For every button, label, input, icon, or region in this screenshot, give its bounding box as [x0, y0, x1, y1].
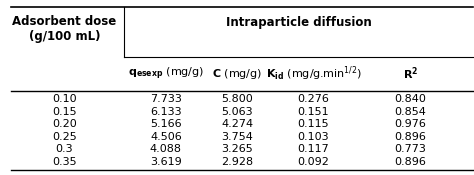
Text: 0.896: 0.896	[394, 157, 426, 167]
Text: 3.754: 3.754	[221, 132, 253, 142]
Text: 0.840: 0.840	[394, 94, 426, 104]
Text: 0.20: 0.20	[52, 119, 77, 129]
Text: 4.088: 4.088	[150, 145, 182, 155]
Text: 5.800: 5.800	[221, 94, 253, 104]
Text: $\mathbf{C}$ (mg/g): $\mathbf{C}$ (mg/g)	[212, 67, 263, 81]
Text: 0.976: 0.976	[394, 119, 426, 129]
Text: 0.854: 0.854	[394, 107, 426, 117]
Text: Intraparticle diffusion: Intraparticle diffusion	[226, 16, 371, 29]
Text: 4.274: 4.274	[221, 119, 254, 129]
Text: 6.133: 6.133	[150, 107, 182, 117]
Text: 3.619: 3.619	[150, 157, 182, 167]
Text: 0.3: 0.3	[55, 145, 73, 155]
Text: $\mathbf{K_{id}}$ (mg/g.min$^{1/2}$): $\mathbf{K_{id}}$ (mg/g.min$^{1/2}$)	[265, 64, 361, 83]
Text: 4.506: 4.506	[150, 132, 182, 142]
Text: Adsorbent dose
(g/100 mL): Adsorbent dose (g/100 mL)	[12, 15, 117, 43]
Text: 0.15: 0.15	[52, 107, 77, 117]
Text: 5.063: 5.063	[221, 107, 253, 117]
Text: 2.928: 2.928	[221, 157, 254, 167]
Text: 0.35: 0.35	[52, 157, 77, 167]
Text: 0.276: 0.276	[298, 94, 329, 104]
Text: $\mathbf{R^{2}}$: $\mathbf{R^{2}}$	[402, 65, 418, 82]
Text: 5.166: 5.166	[150, 119, 182, 129]
Text: 3.265: 3.265	[221, 145, 253, 155]
Text: 0.092: 0.092	[298, 157, 329, 167]
Text: 0.151: 0.151	[298, 107, 329, 117]
Text: 0.115: 0.115	[298, 119, 329, 129]
Text: 0.117: 0.117	[298, 145, 329, 155]
Text: 0.10: 0.10	[52, 94, 77, 104]
Text: 0.103: 0.103	[298, 132, 329, 142]
Text: 0.25: 0.25	[52, 132, 77, 142]
Text: $\mathbf{q_{esexp}}$ (mg/g): $\mathbf{q_{esexp}}$ (mg/g)	[128, 65, 204, 82]
Text: 0.773: 0.773	[394, 145, 426, 155]
Text: 0.896: 0.896	[394, 132, 426, 142]
Text: 7.733: 7.733	[150, 94, 182, 104]
